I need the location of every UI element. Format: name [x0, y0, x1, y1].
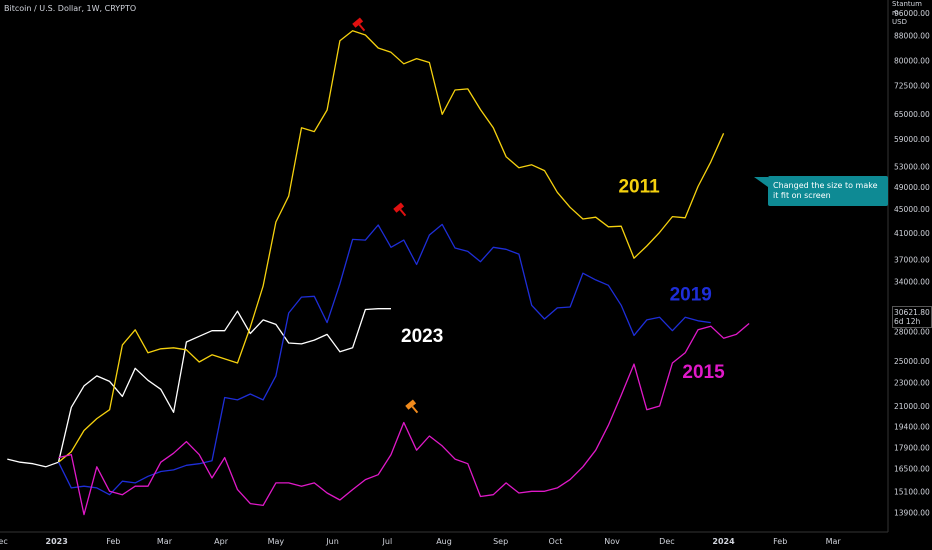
- time-tick-label: Mar: [826, 537, 842, 546]
- series-label-2019: 2019: [670, 284, 712, 305]
- price-tick-label: 59000.00: [894, 135, 930, 144]
- price-tick-label: 17900.00: [894, 443, 930, 452]
- series-line-2019: [57, 223, 711, 496]
- time-tick-label: Apr: [214, 537, 229, 546]
- note-callout[interactable]: Changed the size to make it fit on scree…: [754, 176, 888, 206]
- time-tick-label: May: [268, 537, 285, 546]
- series-label-2015: 2015: [682, 362, 725, 383]
- price-tick-label: 28000.00: [894, 328, 930, 337]
- price-tick-label: 96000.00: [894, 9, 930, 18]
- time-tick-label: Jun: [325, 537, 339, 546]
- gavel-handle: [358, 23, 366, 32]
- price-tick-label: 53000.00: [894, 163, 930, 172]
- gavel-icon-2015-peak: [405, 399, 419, 414]
- markers-layer: [352, 17, 419, 414]
- time-axis[interactable]: Dec 2023 Feb Mar Apr May Jun Jul Aug Sep Oct Nov Dec…: [0, 531, 888, 546]
- price-tick-label: 25000.00: [894, 357, 930, 366]
- series-label-2023: 2023: [401, 326, 443, 347]
- price-tick-label: 72500.00: [894, 82, 930, 91]
- series-line-2015: [58, 323, 750, 516]
- price-tick-label: 49000.00: [894, 183, 930, 192]
- price-axis[interactable]: 96000.00 88000.00 80000.00 72500.00 65000.00…: [887, 0, 930, 532]
- time-tick-label: Nov: [604, 537, 620, 546]
- price-tick-label: 88000.00: [894, 32, 930, 41]
- gavel-icon-2019-peak: [393, 202, 407, 217]
- gavel-handle: [399, 208, 407, 217]
- series-line-2011: [58, 30, 725, 463]
- symbol-title: Bitcoin / U.S. Dollar, 1W, CRYPTO: [4, 4, 137, 13]
- time-tick-label: Feb: [773, 537, 787, 546]
- gavel-icon-2011-peak: [352, 17, 366, 32]
- gavel-head: [352, 17, 364, 28]
- time-tick-label: 2024: [712, 537, 735, 546]
- series-label-2011: 2011: [618, 176, 660, 197]
- last-price-badge: 30621.80 6d 12h: [892, 306, 932, 328]
- price-tick-label: 19400.00: [894, 423, 930, 432]
- series-labels-layer: 2011 2019 2015 2023: [401, 176, 725, 383]
- price-tick-label: 80000.00: [894, 56, 930, 65]
- time-tick-label: Oct: [549, 537, 563, 546]
- series-lines-layer: [7, 30, 750, 516]
- bar-countdown: 6d 12h: [894, 317, 921, 326]
- price-tick-label: 15100.00: [894, 487, 930, 496]
- price-tick-label: 23000.00: [894, 379, 930, 388]
- time-tick-label: Mar: [157, 537, 173, 546]
- gavel-handle: [411, 405, 419, 414]
- gavel-head: [393, 202, 405, 213]
- price-tick-label: 34000.00: [894, 277, 930, 286]
- price-tick-label: 21000.00: [894, 402, 930, 411]
- last-price-value: 30621.80: [894, 308, 930, 317]
- price-tick-label: 16500.00: [894, 464, 930, 473]
- price-tick-label: 45000.00: [894, 205, 930, 214]
- currency-label[interactable]: Stantum m USD: [892, 0, 930, 27]
- time-tick-label: Dec: [659, 537, 674, 546]
- time-tick-label: Dec: [0, 537, 8, 546]
- time-tick-label: Feb: [106, 537, 120, 546]
- time-tick-label: 2023: [46, 537, 68, 546]
- time-tick-label: Aug: [436, 537, 452, 546]
- price-tick-label: 37000.00: [894, 256, 930, 265]
- price-tick-label: 41000.00: [894, 229, 930, 238]
- corner-line2: USD: [892, 18, 907, 26]
- price-tick-label: 13900.00: [894, 509, 930, 518]
- time-tick-label: Sep: [493, 537, 508, 546]
- gavel-head: [405, 399, 417, 410]
- time-tick-label: Jul: [382, 537, 393, 546]
- corner-line1: Stantum m: [892, 0, 922, 17]
- price-tick-label: 65000.00: [894, 110, 930, 119]
- series-line-2023: [7, 308, 391, 468]
